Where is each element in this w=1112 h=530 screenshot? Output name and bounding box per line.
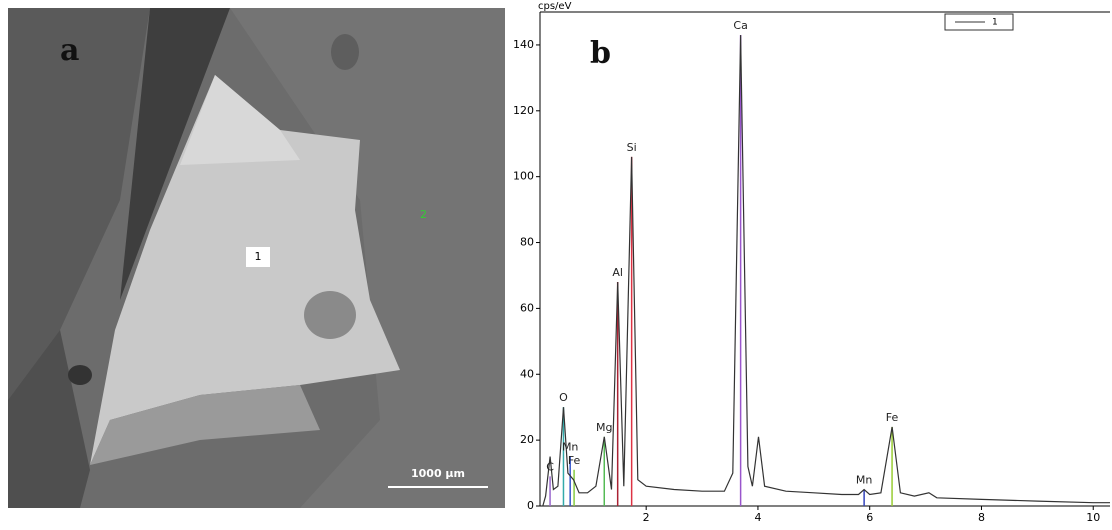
y-tick-label: 100 [513, 170, 534, 183]
y-tick-label: 140 [513, 38, 534, 51]
marker-label: 1 [255, 250, 262, 263]
peak-label: Fe [886, 411, 899, 424]
peak-label: Mn [562, 441, 578, 454]
y-tick-label: 20 [520, 433, 534, 446]
y-tick-label: 120 [513, 104, 534, 117]
peak-label: Si [627, 141, 637, 154]
sem-image [8, 8, 505, 508]
panel-label: a [60, 33, 79, 68]
y-tick-label: 0 [527, 499, 534, 512]
x-tick-label: 8 [978, 511, 985, 524]
y-axis-label: cps/eV [538, 1, 572, 12]
y-tick-label: 40 [520, 367, 534, 380]
y-tick-label: 60 [520, 301, 534, 314]
peak-label: O [559, 391, 568, 404]
marker-box [246, 247, 270, 267]
legend-label: 1 [992, 18, 998, 28]
x-tick-label: 4 [754, 511, 761, 524]
panel-label: b [590, 36, 611, 71]
x-tick-label: 2 [643, 511, 650, 524]
spectrum-line [542, 35, 1110, 507]
x-tick-label: 6 [866, 511, 873, 524]
scale-bar-label: 1000 µm [411, 467, 465, 480]
peak-label: Mn [856, 474, 872, 487]
peak-label: Ca [733, 19, 747, 32]
peak-label: Al [612, 266, 623, 279]
y-tick-label: 80 [520, 236, 534, 249]
peak-label: Fe [568, 454, 581, 467]
peak-label: Mg [596, 421, 612, 434]
marker-label: 2 [420, 208, 427, 221]
x-tick-label: 10 [1086, 511, 1100, 524]
peak-label: C [546, 460, 554, 473]
